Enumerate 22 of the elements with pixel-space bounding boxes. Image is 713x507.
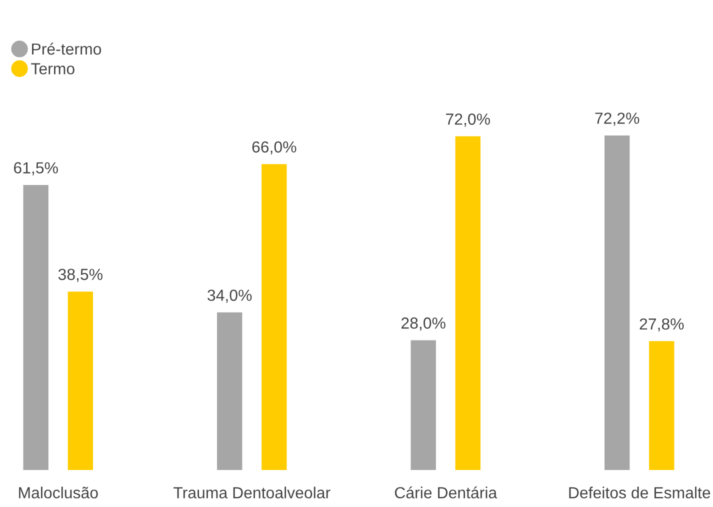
legend-label: Termo [31,63,74,74]
data-label: 72,0% [446,114,490,127]
bar [410,340,436,470]
data-label: 34,0% [208,290,252,303]
bar [604,135,630,470]
x-tick-label: Defeitos de Esmalte [569,486,710,498]
data-label: 61,5% [14,162,58,176]
bar [455,136,480,470]
data-label: 38,5% [58,268,102,282]
data-label: 27,8% [640,318,684,332]
bar [23,184,48,470]
data-label: 28,0% [402,317,446,331]
data-label: 66,0% [252,141,296,155]
x-tick-label: Cárie Dentária [394,486,498,498]
bar [68,292,93,470]
bar [649,341,674,470]
data-label: 72,2% [595,112,640,126]
bar [217,312,242,470]
bar [262,164,287,470]
x-tick-label: Trauma Dentoalveolar [174,486,330,498]
legend-label: Pré-termo [32,42,102,55]
x-tick-label: Maloclusão [19,486,98,498]
